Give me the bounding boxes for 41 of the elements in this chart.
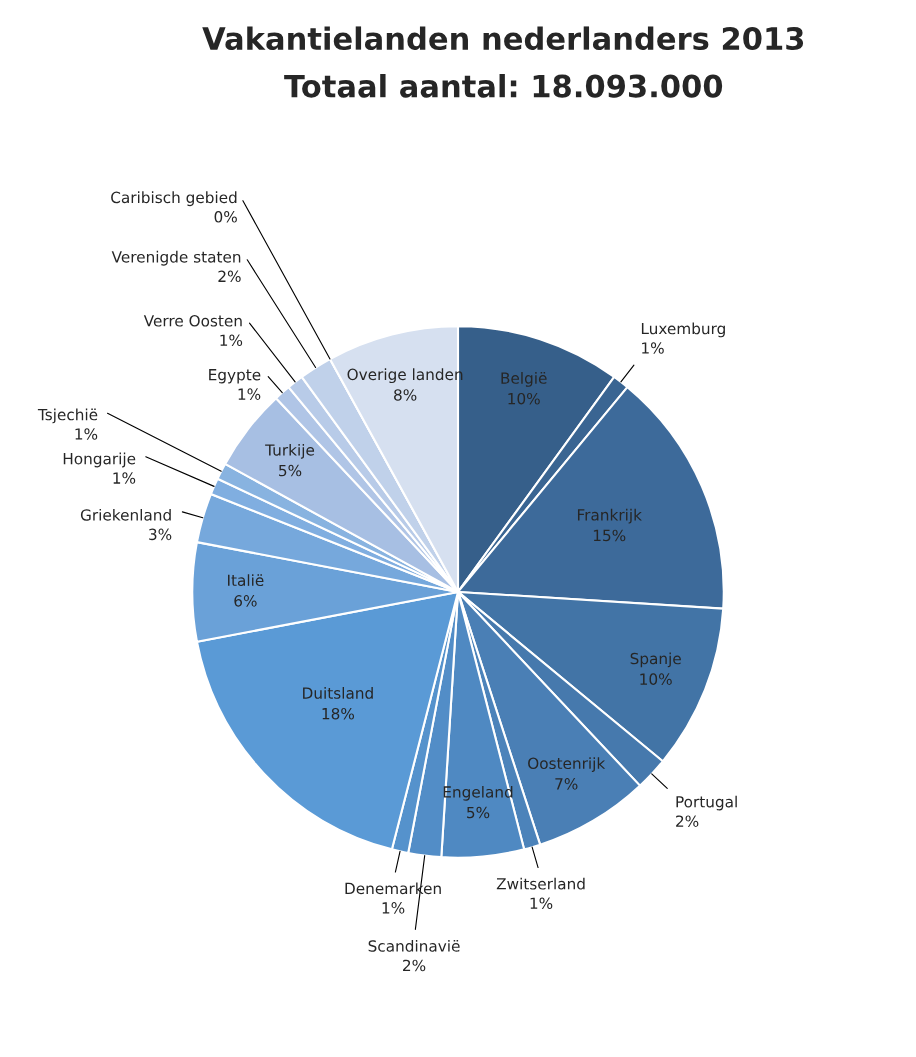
slice-label: Verre Oosten [143,315,242,327]
data-label: 1% [220,334,243,346]
data-label: 10% [640,673,672,685]
data-label: 1% [113,472,136,484]
data-label: 1% [382,902,405,914]
chart-subtitle: Totaal aantal: 18.093.000 [284,73,723,98]
data-label: 10% [508,392,540,405]
slice-label: Duitsland [303,687,373,699]
slice-label: Verenigde staten [111,250,241,266]
data-label: 1% [238,388,261,400]
text: 0% [214,211,237,223]
slice-label: Hongarije [63,452,136,468]
data-label: 5% [467,806,490,819]
data-label: 6% [234,595,257,607]
slice-label: Spanje [630,652,681,668]
data-label: 1% [75,428,98,440]
category-label: Caribisch gebied [111,191,237,207]
slice-label: Oostenrijk [528,757,606,773]
slice-label: Italië [228,574,264,587]
data-label: 18% [322,707,355,720]
data-label: 5% [279,464,302,477]
data-label: 2% [676,815,699,827]
data-label: 2% [218,270,241,283]
data-label: 3% [149,528,172,541]
slice-label: Zwitserland [496,877,585,890]
slice-label: Griekenland [80,508,171,521]
data-label: 7% [555,778,578,790]
slice-label: België [501,372,547,387]
data-label: 1% [642,342,664,354]
slice-label: Luxemburg [641,322,725,338]
slice-label: Egypte [209,369,261,384]
chart-title: Vakantielanden nederlanders 2013 [202,26,804,51]
slice-label: Turkije [265,443,315,459]
slice-label: Portugal [676,795,737,811]
slice-label: Tsjechië [37,408,98,424]
slice-label: Frankrijk [577,508,642,524]
data-label: 15% [593,529,626,542]
data-label: 8% [394,389,417,401]
slice-label: Scandinavië [368,939,460,952]
data-label: 2% [403,959,426,972]
data-label: 1% [530,897,553,910]
